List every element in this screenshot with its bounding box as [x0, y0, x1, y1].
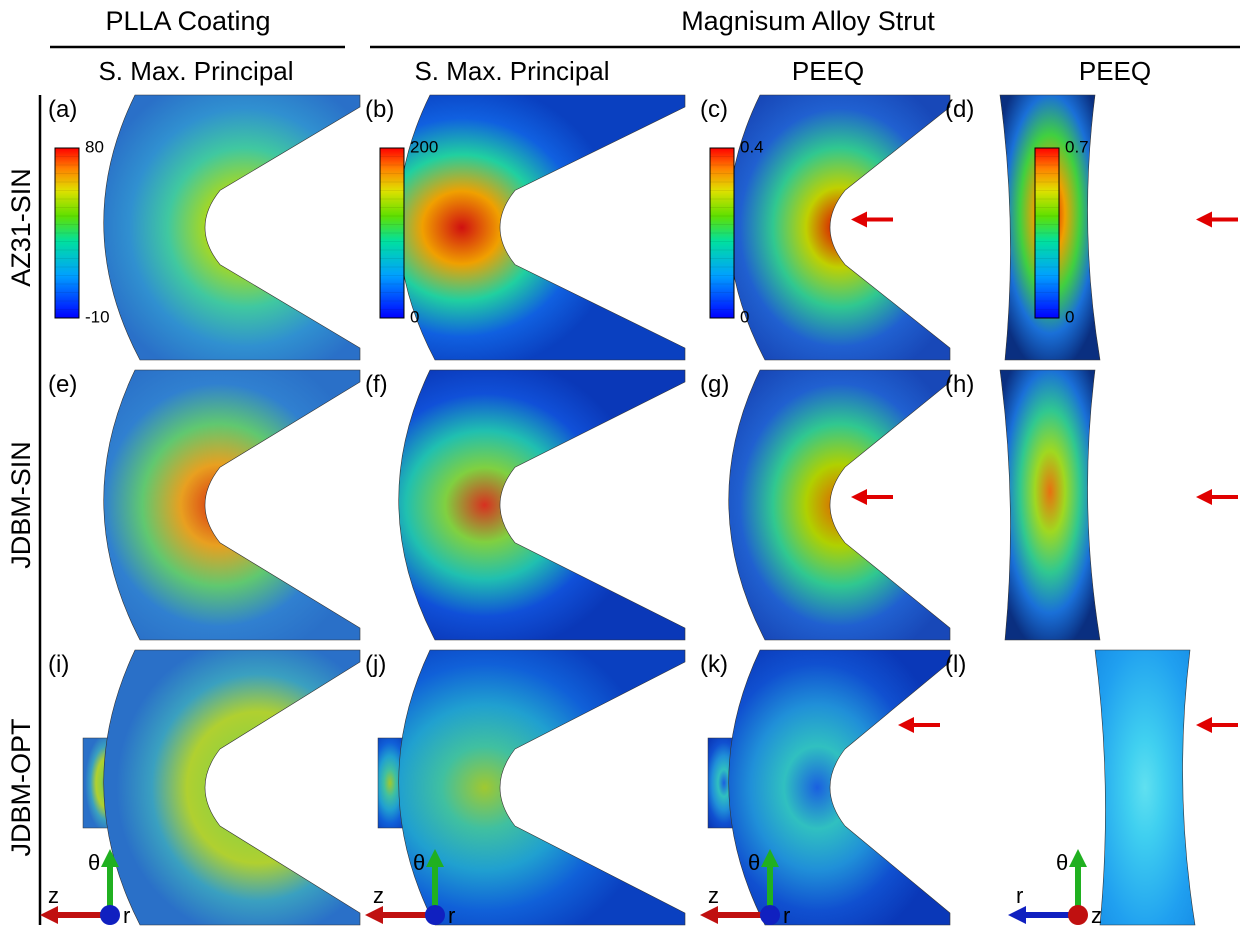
column-title: S. Max. Principal	[98, 56, 293, 86]
axis-label: r	[123, 903, 130, 928]
axis-label: θ	[413, 850, 425, 875]
contour-plot	[728, 649, 951, 926]
axis-label: z	[48, 883, 59, 908]
axis-arrowhead	[1008, 906, 1026, 924]
column-title: PEEQ	[792, 56, 864, 86]
contour-plot	[103, 94, 361, 361]
contour-plot	[728, 94, 951, 361]
header: Magnisum Alloy Strut	[681, 6, 935, 36]
contour-plot	[398, 369, 686, 641]
axis-arrowhead	[40, 906, 58, 924]
axis-label: θ	[1056, 850, 1068, 875]
colorbar	[54, 147, 80, 319]
panel-label: (a)	[48, 96, 77, 123]
colorbar	[1034, 147, 1060, 319]
axis-label: z	[373, 883, 384, 908]
row-title: AZ31-SIN	[6, 168, 36, 287]
contour-plot	[398, 649, 686, 926]
axis-normal	[760, 905, 780, 925]
column-title: PEEQ	[1079, 56, 1151, 86]
panels: S. Max. Principal S. Max. Principal PEEQ PE…	[6, 56, 1238, 928]
axis-label: θ	[88, 850, 100, 875]
colorbar-max: 0.7	[1065, 137, 1089, 156]
contour-plot	[398, 94, 686, 361]
colorbar-max: 200	[410, 137, 438, 156]
axis-arrowhead	[1069, 849, 1087, 867]
panel-label: (l)	[945, 651, 966, 678]
panel-label: (i)	[48, 651, 69, 678]
colorbar-max: 80	[85, 137, 104, 156]
panel-label: (h)	[945, 371, 974, 398]
contour-plot	[728, 369, 951, 641]
axis-label: r	[448, 903, 455, 928]
axis-arrowhead	[700, 906, 718, 924]
panel-label: (c)	[700, 96, 728, 123]
panel-label: (d)	[945, 96, 974, 123]
panel-label: (g)	[700, 371, 729, 398]
axis-label: z	[1091, 903, 1102, 928]
axis-arrowhead	[426, 849, 444, 867]
row-title: JDBM-SIN	[6, 441, 36, 569]
panel-label: (j)	[365, 651, 386, 678]
colorbar-min: 0	[1065, 307, 1074, 326]
axis-arrowhead	[761, 849, 779, 867]
axis-label: r	[783, 903, 790, 928]
axis-label: z	[708, 883, 719, 908]
axis-arrowhead	[365, 906, 383, 924]
axis-normal	[100, 905, 120, 925]
colorbar	[379, 147, 405, 319]
axis-normal	[425, 905, 445, 925]
axis-arrowhead	[101, 849, 119, 867]
panel-label: (e)	[48, 371, 77, 398]
axis-label: θ	[748, 850, 760, 875]
axis-normal	[1068, 905, 1088, 925]
axis-label: r	[1016, 883, 1023, 908]
colorbar	[709, 147, 735, 319]
contour-plot	[999, 369, 1101, 641]
contour-plot	[103, 649, 361, 926]
colorbar-min: 0	[410, 307, 419, 326]
row-title: JDBM-OPT	[6, 719, 36, 857]
panel-label: (k)	[700, 651, 728, 678]
colorbar-max: 0.4	[740, 137, 764, 156]
column-title: S. Max. Principal	[414, 56, 609, 86]
panel-label: (b)	[365, 96, 394, 123]
header: PLLA Coating	[105, 6, 270, 36]
contour-plot	[103, 369, 361, 641]
colorbar-min: -10	[85, 307, 110, 326]
colorbar-min: 0	[740, 307, 749, 326]
panel-label: (f)	[365, 371, 388, 398]
contour-plot	[1094, 649, 1196, 926]
